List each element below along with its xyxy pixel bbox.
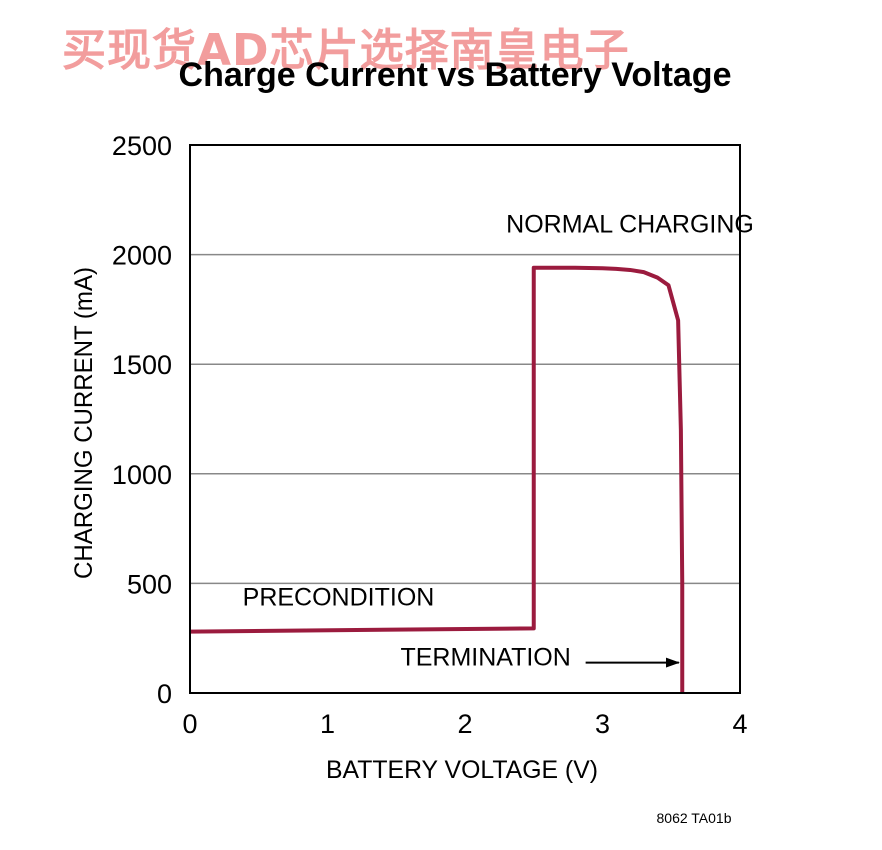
x-tick-labels: 0 1 2 3 4: [182, 709, 747, 739]
plot-frame: [189, 144, 741, 694]
x-tick-label: 3: [595, 709, 610, 739]
x-axis-label: BATTERY VOLTAGE (V): [326, 756, 598, 784]
watermark-text: 买现货AD芯片选择南皇电子: [62, 25, 630, 76]
y-tick-label: 2500: [112, 131, 172, 161]
annotation-label: NORMAL CHARGING: [506, 211, 754, 239]
y-tick-label: 2000: [112, 241, 172, 271]
y-tick-label: 1500: [112, 350, 172, 380]
y-tick-labels: 0 500 1000 1500 2000 2500: [112, 131, 172, 709]
chart-title: Charge Current vs Battery Voltage: [179, 56, 732, 94]
series-layer: [189, 265, 685, 693]
x-tick-label: 0: [182, 709, 197, 739]
x-tick-label: 1: [320, 709, 335, 739]
annotation-label: PRECONDITION: [243, 583, 435, 611]
y-axis-label: CHARGING CURRENT (mA): [70, 267, 98, 579]
series-line: [189, 265, 685, 693]
annotations: NORMAL CHARGING PRECONDITION TERMINATION: [243, 211, 754, 672]
y-tick-label: 0: [157, 679, 172, 709]
y-tick-label: 1000: [112, 460, 172, 490]
figure-code: 8062 TA01b: [657, 810, 732, 826]
annotation-label: TERMINATION: [400, 644, 570, 672]
y-tick-label: 500: [127, 569, 172, 599]
grid-lines: [190, 253, 740, 585]
x-tick-label: 2: [457, 709, 472, 739]
x-tick-label: 4: [732, 709, 747, 739]
